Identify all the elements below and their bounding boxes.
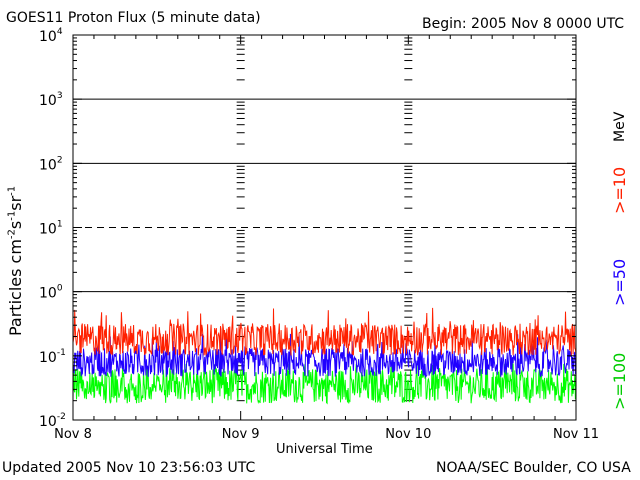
x-tick-label: Nov 8 xyxy=(54,427,92,442)
x-tick-label: Nov 11 xyxy=(553,427,599,442)
y-tick-label: 10-2 xyxy=(39,412,66,430)
legend-ge100: >=100 xyxy=(610,352,629,410)
y-axis-label: Particles cm-2s-1sr-1 xyxy=(6,186,25,336)
legend-unit: MeV xyxy=(612,111,628,142)
series-line-ge10 xyxy=(72,307,577,356)
chart-title: GOES11 Proton Flux (5 minute data) xyxy=(6,10,261,26)
x-tick-label: Nov 9 xyxy=(222,427,260,442)
y-tick-label: 100 xyxy=(39,284,63,302)
y-axis-label-text: Particles cm-2s-1sr-1 xyxy=(6,185,25,336)
y-tick-label: 104 xyxy=(39,27,63,45)
y-tick-label: 103 xyxy=(39,91,63,109)
y-tick-label: 102 xyxy=(39,155,63,173)
y-tick-label: 101 xyxy=(39,220,63,238)
y-tick-label: 10-1 xyxy=(39,348,66,366)
series-line-ge100 xyxy=(72,363,577,405)
x-tick-label: Nov 10 xyxy=(385,427,431,442)
begin-time: Begin: 2005 Nov 8 0000 UTC xyxy=(422,16,625,32)
series-line-ge50 xyxy=(72,333,577,379)
legend-ge10: >=10 xyxy=(610,166,629,214)
x-axis-label: Universal Time xyxy=(276,442,373,457)
legend-ge50: >=50 xyxy=(610,258,629,306)
data-source: NOAA/SEC Boulder, CO USA xyxy=(436,460,631,476)
updated-time: Updated 2005 Nov 10 23:56:03 UTC xyxy=(2,460,256,476)
